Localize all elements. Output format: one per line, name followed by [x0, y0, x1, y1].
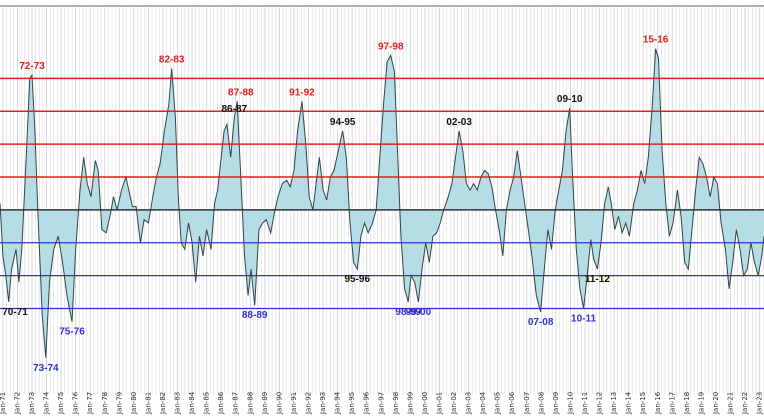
tick-label: Jan-15	[639, 392, 647, 415]
tick-label: Jan-83	[174, 392, 182, 415]
episode-label: 15-16	[643, 35, 669, 46]
episode-label: 11-12	[585, 274, 610, 285]
tick-label: Jan-73	[28, 392, 36, 415]
tick-label: Jan-10	[566, 392, 574, 415]
tick-label: Jan-71	[0, 392, 7, 415]
episode-label: 70-71	[2, 307, 28, 318]
tick-label: Jan-88	[246, 392, 254, 415]
tick-label: Jan-90	[275, 392, 283, 415]
episode-label: 97-98	[378, 41, 404, 52]
tick-label: Jan-80	[130, 392, 138, 415]
tick-label: Jan-78	[101, 392, 109, 415]
tick-label: Jan-75	[57, 392, 65, 415]
tick-label: Jan-86	[217, 391, 225, 415]
episode-label: 88-89	[242, 310, 268, 321]
tick-label: Jan-12	[596, 392, 604, 415]
episode-label: 09-10	[557, 94, 583, 105]
tick-label: Jan-93	[319, 392, 327, 415]
tick-label: Jan-09	[552, 392, 560, 415]
tick-label: Jan-81	[144, 392, 152, 415]
tick-label: Jan-03	[465, 392, 473, 415]
tick-label: Jan-11	[581, 392, 589, 415]
episode-label: 91-92	[289, 87, 315, 98]
tick-label: Jan-07	[523, 392, 531, 415]
series-line	[0, 48, 764, 358]
tick-label: Jan-14	[625, 391, 633, 415]
tick-label: Jan-79	[115, 392, 123, 415]
episode-label: 87-88	[228, 87, 254, 98]
tick-label: Jan-02	[450, 392, 458, 415]
tick-label: Jan-97	[377, 392, 385, 415]
tick-label: Jan-94	[334, 391, 342, 415]
tick-label: Jan-89	[261, 392, 269, 415]
tick-label: Jan-99	[406, 392, 414, 415]
tick-label: Jan-23	[756, 392, 764, 415]
episode-label: 73-74	[33, 363, 59, 374]
tick-label: Jan-74	[43, 391, 51, 415]
episode-label: 86-87	[222, 104, 248, 115]
episode-label: 02-03	[446, 117, 472, 128]
tick-label: Jan-84	[188, 391, 196, 415]
episode-label: 07-08	[528, 317, 554, 328]
tick-label: Jan-13	[610, 392, 618, 415]
tick-label: Jan-91	[290, 392, 298, 415]
threshold-lines	[0, 77, 764, 310]
tick-label: Jan-98	[392, 392, 400, 415]
tick-label: Jan-00	[421, 392, 429, 415]
tick-label: Jan-95	[348, 392, 356, 415]
tick-label: Jan-22	[741, 392, 749, 415]
tick-label: Jan-76	[72, 391, 80, 415]
tick-label: Jan-92	[305, 392, 313, 415]
episode-label: 94-95	[330, 117, 356, 128]
tick-label: Jan-16	[654, 391, 662, 415]
episode-label: 99-00	[406, 307, 432, 318]
tick-label: Jan-96	[363, 391, 371, 415]
episode-label: 10-11	[571, 314, 596, 325]
episode-label: 72-73	[19, 61, 45, 72]
series-area-fill	[0, 48, 764, 358]
tick-label: Jan-06	[508, 391, 516, 415]
tick-label: Jan-72	[13, 392, 21, 415]
episode-label: 82-83	[159, 54, 185, 65]
tick-label: Jan-08	[537, 392, 545, 415]
index-area	[0, 48, 764, 358]
tick-label: Jan-21	[727, 392, 735, 415]
tick-label: Jan-20	[712, 392, 720, 415]
episode-label: 98-99	[395, 307, 421, 318]
episode-label: 75-76	[59, 327, 85, 338]
tick-label: Jan-82	[159, 392, 167, 415]
tick-label: Jan-01	[435, 392, 443, 415]
tick-label: Jan-85	[203, 392, 211, 415]
tick-label: Jan-18	[683, 392, 691, 415]
x-axis-ticks: Jan-71 Jan-72 Jan-73 Jan-74 Jan-75 Jan-76 Jan-…	[0, 391, 764, 415]
tick-label: Jan-19	[697, 392, 705, 415]
episode-label: 95-96	[344, 274, 370, 285]
episode-labels: 72-73 82-83 87-88 91-92 97-98 15-16 86-87 94-95…	[2, 35, 669, 374]
tick-label: Jan-04	[479, 391, 487, 415]
tick-label: Jan-05	[494, 392, 502, 415]
tick-label: Jan-17	[668, 392, 676, 415]
tick-label: Jan-77	[86, 392, 94, 415]
tick-label: Jan-87	[232, 392, 240, 415]
